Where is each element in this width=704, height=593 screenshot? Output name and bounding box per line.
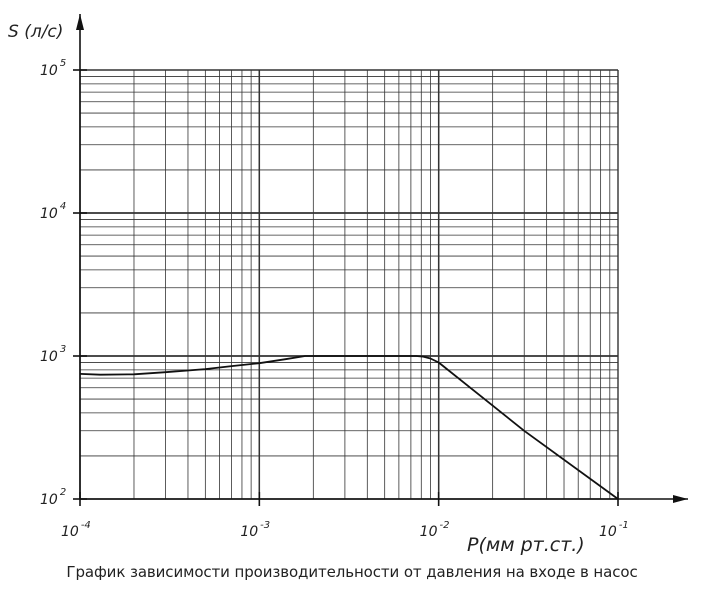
grid-major	[79, 69, 619, 500]
x-tick-label: 10 -2	[420, 520, 450, 540]
grid-minor	[80, 70, 618, 499]
y-tick-label: 10 3	[40, 344, 66, 365]
y-tick-label: 10 4	[40, 201, 66, 222]
x-axis-arrow	[673, 495, 688, 503]
y-axis-arrow	[76, 14, 84, 30]
y-axis-label: S (л/с)	[8, 22, 63, 42]
axes	[76, 14, 688, 503]
chart-caption: График зависимости производительности от…	[66, 563, 638, 581]
series-line	[79, 355, 619, 500]
y-tick-label: 10 2	[40, 487, 66, 508]
series-layer	[79, 355, 619, 500]
x-axis-label: P(мм рт.ст.)	[467, 534, 585, 556]
x-tick-label: 10 -1	[599, 520, 629, 540]
x-tick-label: 10 -4	[61, 520, 91, 540]
x-tick-label: 10 -3	[240, 520, 270, 540]
y-tick-label: 10 5	[40, 58, 66, 79]
tick-labels: 10 -4 10 -3 10 -2 10 -1 10 2 10 3 10 4 10 5	[40, 58, 629, 540]
